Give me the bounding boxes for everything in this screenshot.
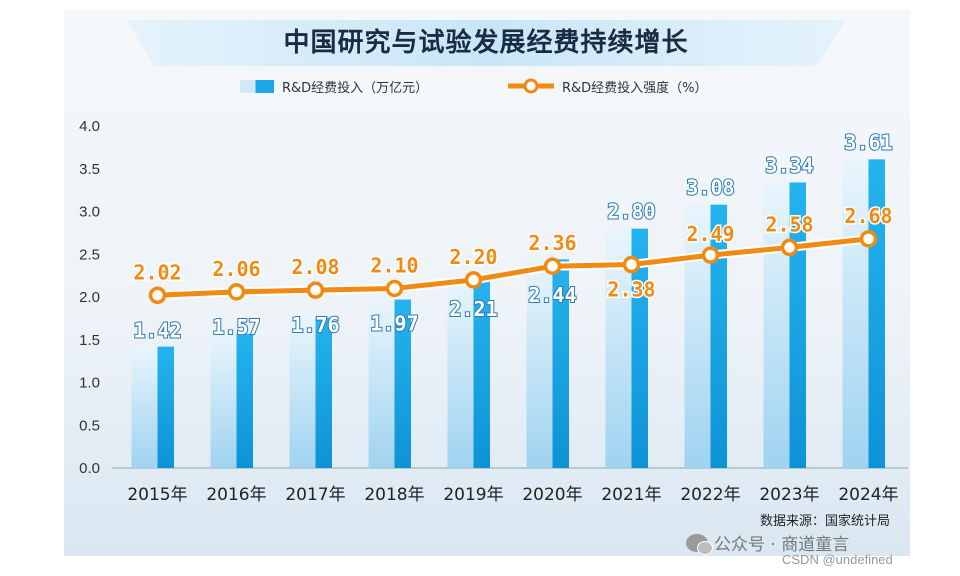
bar-shade [526, 259, 553, 468]
y-tick-label: 3.0 [79, 204, 100, 221]
legend-label-line: R&D经费投入强度（%） [562, 80, 708, 96]
title-banner [126, 20, 846, 66]
line-value-label: 2.02 [133, 260, 181, 284]
x-tick-label: 2017年 [285, 485, 345, 505]
bar-face [631, 228, 648, 468]
bar-face [552, 259, 569, 468]
bar [684, 204, 727, 468]
line-point [701, 246, 720, 264]
bar-shade [210, 333, 237, 468]
x-tick-label: 2024年 [838, 485, 898, 505]
bar [210, 333, 253, 468]
bar-value-label: 1.42 [133, 318, 181, 342]
line-value-label: 2.36 [528, 231, 576, 255]
bar-shade [131, 346, 158, 468]
bar [368, 299, 411, 468]
y-tick-label: 1.5 [79, 332, 100, 349]
x-tick-label: 2019年 [443, 485, 503, 505]
legend-line-swatch [508, 78, 554, 94]
bar [131, 346, 174, 468]
bar-shade [447, 279, 474, 468]
bar-face [473, 279, 490, 468]
y-tick-label: 0.0 [79, 460, 100, 477]
bar-shade [763, 182, 790, 468]
line-point [148, 286, 167, 305]
bar [526, 259, 569, 468]
x-tick-label: 2015年 [127, 485, 187, 505]
line-value-label: 2.49 [686, 222, 734, 246]
series-line [157, 236, 869, 298]
csdn-note: CSDN @undefined [782, 552, 893, 567]
watermark: 公众号 · 商道童言 [686, 530, 849, 555]
y-tick-label: 2.5 [79, 246, 100, 263]
y-tick-label: 4.0 [79, 118, 100, 135]
series-line-halo [157, 234, 869, 300]
legend-item-bar: R&D经费投入（万亿元） [240, 76, 428, 96]
bar-shade [368, 299, 395, 468]
bar [447, 279, 490, 468]
bar-value-label: 2.21 [449, 297, 497, 321]
bar-value-label: 1.97 [370, 311, 418, 335]
bar-face [710, 204, 727, 468]
bar-value-label: 2.80 [607, 200, 655, 224]
wechat-icon [686, 533, 713, 555]
line-point [385, 279, 404, 298]
line-point [464, 271, 483, 289]
line-value-label: 2.08 [291, 255, 339, 279]
line-value-label: 2.68 [844, 204, 892, 228]
line-value-label: 2.10 [370, 253, 418, 277]
bar-value-label: 3.61 [844, 130, 892, 154]
legend-bar-swatch [240, 79, 274, 93]
bar-value-label: 3.34 [765, 153, 813, 177]
y-tick-label: 0.5 [79, 417, 100, 434]
bar-value-label: 3.08 [686, 176, 734, 200]
line-value-label: 2.38 [607, 278, 655, 302]
watermark-text: 公众号 · 商道童言 [714, 535, 850, 555]
chart-title: 中国研究与试验发展经费持续增长 [283, 28, 689, 58]
line-value-label: 2.06 [212, 257, 260, 281]
x-tick-label: 2023年 [759, 485, 819, 505]
source-note: 数据来源：国家统计局 [760, 514, 891, 529]
y-tick-label: 1.0 [79, 375, 100, 392]
x-tick-label: 2022年 [680, 485, 740, 505]
x-tick-label: 2020年 [522, 485, 582, 505]
bar-value-label: 2.44 [528, 283, 576, 307]
line-point [306, 281, 325, 299]
line-point [780, 238, 799, 257]
legend-item-line: R&D经费投入强度（%） [508, 76, 708, 96]
bar-face [157, 346, 174, 468]
bar-shade [289, 317, 316, 468]
bar-face [394, 299, 411, 468]
line-point [543, 257, 562, 275]
line-point [859, 230, 878, 248]
line-value-label: 2.20 [449, 245, 497, 269]
y-tick-label: 3.5 [79, 161, 100, 178]
bar-value-label: 1.76 [291, 313, 339, 337]
bar [289, 317, 332, 468]
x-tick-label: 2016年 [206, 485, 266, 505]
bar-shade [842, 159, 869, 468]
bar-face [236, 333, 253, 468]
line-point [622, 255, 641, 274]
bar-value-label: 1.57 [212, 315, 260, 339]
bar-face [315, 317, 332, 468]
line-value-label: 2.58 [765, 212, 813, 236]
line-point [227, 283, 246, 301]
x-tick-label: 2018年 [364, 485, 424, 505]
y-tick-label: 2.0 [79, 289, 100, 306]
x-tick-label: 2021年 [601, 485, 661, 505]
legend-label-bar: R&D经费投入（万亿元） [282, 80, 429, 96]
